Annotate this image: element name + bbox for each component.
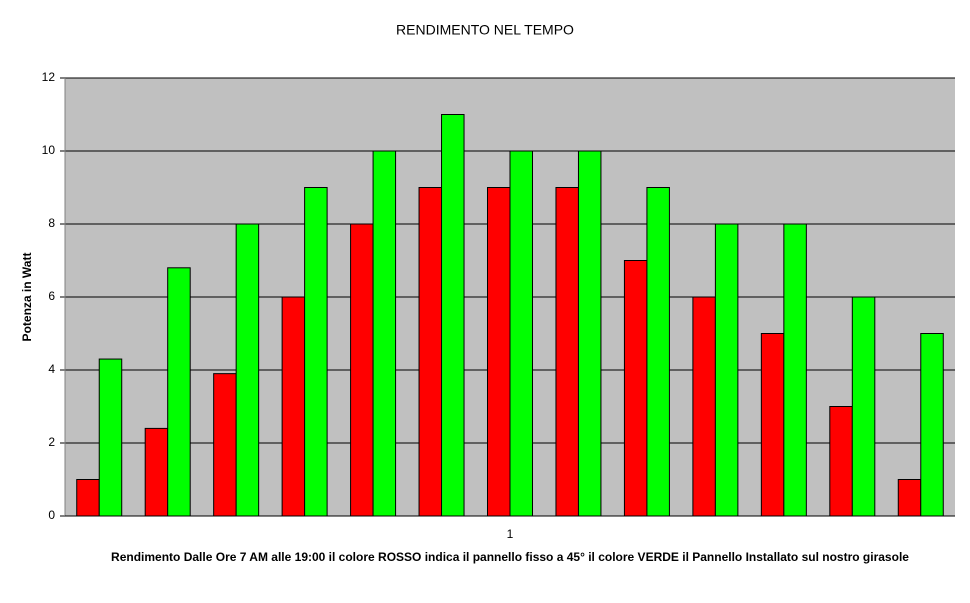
chart-title: RENDIMENTO NEL TEMPO <box>396 22 574 38</box>
bar <box>851 296 876 517</box>
bar <box>623 260 648 517</box>
y-tick-label: 0 <box>48 508 55 522</box>
y-tick-label: 2 <box>48 435 55 449</box>
y-tick-label: 10 <box>42 143 56 157</box>
bar <box>350 223 374 517</box>
bar <box>897 479 922 517</box>
bar <box>829 406 853 517</box>
bar <box>144 427 169 517</box>
bar <box>760 333 785 517</box>
bar <box>213 373 237 517</box>
bar <box>235 223 260 517</box>
bar <box>281 296 306 517</box>
bar <box>76 479 100 517</box>
y-axis-title: Potenza in Watt <box>20 253 34 342</box>
bar <box>418 187 443 517</box>
y-tick-label: 6 <box>48 289 55 303</box>
bar <box>920 333 944 517</box>
bar <box>487 187 511 517</box>
bar <box>646 187 670 517</box>
bar <box>441 114 465 517</box>
y-tick-label: 8 <box>48 216 55 230</box>
bar <box>304 187 328 517</box>
x-tick-label: 1 <box>507 527 514 541</box>
bar <box>167 267 191 517</box>
bar <box>555 187 579 517</box>
bar <box>98 358 123 517</box>
y-tick-label: 4 <box>48 362 55 376</box>
bar <box>692 296 716 517</box>
bar <box>372 150 397 517</box>
bar <box>509 150 533 517</box>
y-tick-label: 12 <box>42 70 56 84</box>
bar <box>783 223 807 517</box>
bar <box>577 150 602 517</box>
x-axis-title: Rendimento Dalle Ore 7 AM alle 19:00 il … <box>111 550 909 564</box>
bar <box>714 223 739 517</box>
